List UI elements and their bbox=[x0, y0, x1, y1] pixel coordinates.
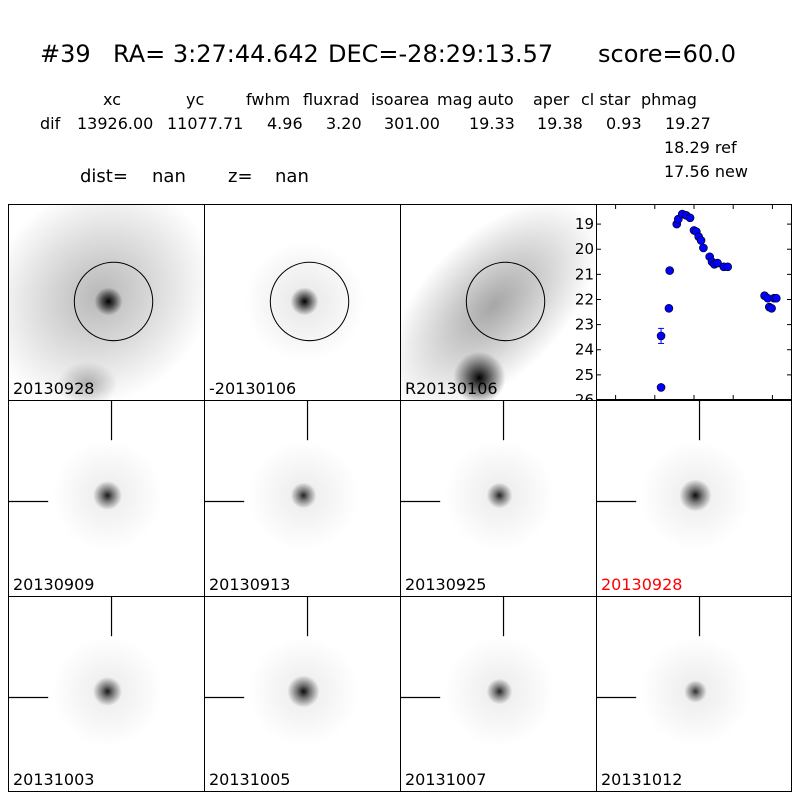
z-label: z= bbox=[228, 166, 253, 187]
dec-coordinate: DEC=-28:29:13.57 bbox=[328, 40, 554, 68]
data-point bbox=[664, 303, 674, 313]
stamp-date-label: 20130913 bbox=[209, 575, 291, 594]
value-yc: 11077.71 bbox=[167, 114, 244, 133]
data-point bbox=[696, 236, 706, 245]
y-tick-label: 22 bbox=[575, 290, 594, 308]
dist-label: dist= bbox=[80, 166, 128, 187]
stamp-image bbox=[597, 401, 751, 551]
data-point bbox=[665, 266, 674, 275]
data-point bbox=[699, 243, 708, 253]
value-phmag: 19.27 bbox=[665, 114, 711, 133]
diff-image bbox=[244, 241, 365, 362]
new-image-panel: 20130928 bbox=[8, 204, 205, 401]
stamp-image bbox=[205, 401, 359, 551]
y-tick-label: 23 bbox=[575, 316, 594, 334]
stamp-image bbox=[205, 597, 359, 747]
value-fluxrad: 3.20 bbox=[326, 114, 362, 133]
stamp-date-label: 20131005 bbox=[209, 770, 291, 789]
y-tick-label: 21 bbox=[575, 265, 594, 283]
value-fwhm: 4.96 bbox=[267, 114, 303, 133]
ra-coordinate: RA= 3:27:44.642 bbox=[113, 40, 319, 68]
col-header-xc: xc bbox=[103, 90, 121, 109]
value-xc: 13926.00 bbox=[77, 114, 154, 133]
stamp-image bbox=[401, 597, 555, 747]
star-source bbox=[93, 677, 122, 706]
data-point bbox=[723, 262, 733, 272]
stamp-image bbox=[9, 597, 163, 747]
new-image bbox=[9, 205, 204, 400]
value-mag-auto: 19.33 bbox=[469, 114, 515, 133]
stamp-date-label: 20131012 bbox=[601, 770, 683, 789]
stamp-date-label: 20130925 bbox=[405, 575, 487, 594]
col-header-yc: yc bbox=[186, 90, 205, 109]
new-magnitude: 17.56 new bbox=[664, 162, 748, 181]
star-source bbox=[679, 479, 712, 512]
value-isoarea: 301.00 bbox=[384, 114, 440, 133]
stamp-image bbox=[9, 401, 163, 551]
stamp-date-label: 20130909 bbox=[13, 575, 95, 594]
dist-value: nan bbox=[152, 166, 186, 187]
stamp-date-label: 20131007 bbox=[405, 770, 487, 789]
stamp-panel: 20130925 bbox=[400, 400, 597, 597]
z-value: nan bbox=[275, 166, 309, 187]
stamp-image bbox=[401, 401, 555, 551]
data-point bbox=[713, 258, 722, 268]
ref-image bbox=[401, 205, 596, 400]
light-curve-chart: 1920212223242526−100−50050100 bbox=[575, 204, 792, 421]
col-header-mag-auto: mag auto bbox=[437, 90, 514, 109]
star-source bbox=[486, 482, 513, 509]
stamp-panel: 20130928 bbox=[596, 400, 792, 597]
score-value: score=60.0 bbox=[598, 40, 737, 68]
stamp-panel: 20131003 bbox=[8, 596, 205, 792]
col-header-isoarea: isoarea bbox=[371, 90, 430, 109]
col-header-fwhm: fwhm bbox=[246, 90, 291, 109]
ref-magnitude: 18.29 ref bbox=[664, 138, 737, 157]
star-source bbox=[290, 482, 317, 509]
star-source bbox=[287, 675, 320, 708]
diff-image-panel: -20130106 bbox=[204, 204, 401, 401]
y-tick-label: 25 bbox=[575, 366, 594, 384]
new-image-label: 20130928 bbox=[13, 379, 95, 398]
stamp-panel: 20131012 bbox=[596, 596, 792, 792]
star-source bbox=[93, 481, 122, 510]
col-header-phmag: phmag bbox=[641, 90, 697, 109]
value-cl-star: 0.93 bbox=[606, 114, 642, 133]
stamp-date-label: 20131003 bbox=[13, 770, 95, 789]
candidate-id: #39 bbox=[40, 40, 91, 68]
stamp-date-label: 20130928 bbox=[601, 575, 683, 594]
plot-frame bbox=[596, 204, 792, 400]
stamp-panel: 20131007 bbox=[400, 596, 597, 792]
stamp-panel: 20130909 bbox=[8, 400, 205, 597]
ref-image-panel: R20130106 bbox=[400, 204, 597, 401]
row-label-dif: dif bbox=[40, 114, 61, 133]
y-tick-label: 24 bbox=[575, 341, 594, 359]
data-point bbox=[656, 383, 666, 392]
star-source bbox=[486, 678, 513, 705]
star-source bbox=[684, 680, 707, 703]
value-aper: 19.38 bbox=[537, 114, 583, 133]
y-tick-label: 20 bbox=[575, 240, 594, 258]
data-point bbox=[772, 293, 781, 303]
data-point bbox=[767, 303, 776, 313]
col-header-fluxrad: fluxrad bbox=[303, 90, 360, 109]
y-tick-label: 19 bbox=[575, 215, 594, 233]
col-header-cl-star: cl star bbox=[581, 90, 631, 109]
stamp-panel: 20130913 bbox=[204, 400, 401, 597]
diff-image-label: -20130106 bbox=[209, 379, 297, 398]
stamp-panel: 20131005 bbox=[204, 596, 401, 792]
stamp-image bbox=[597, 597, 751, 747]
data-point bbox=[685, 213, 695, 223]
col-header-aper: aper bbox=[533, 90, 570, 109]
ref-image-label: R20130106 bbox=[405, 379, 498, 398]
data-point bbox=[656, 331, 666, 341]
